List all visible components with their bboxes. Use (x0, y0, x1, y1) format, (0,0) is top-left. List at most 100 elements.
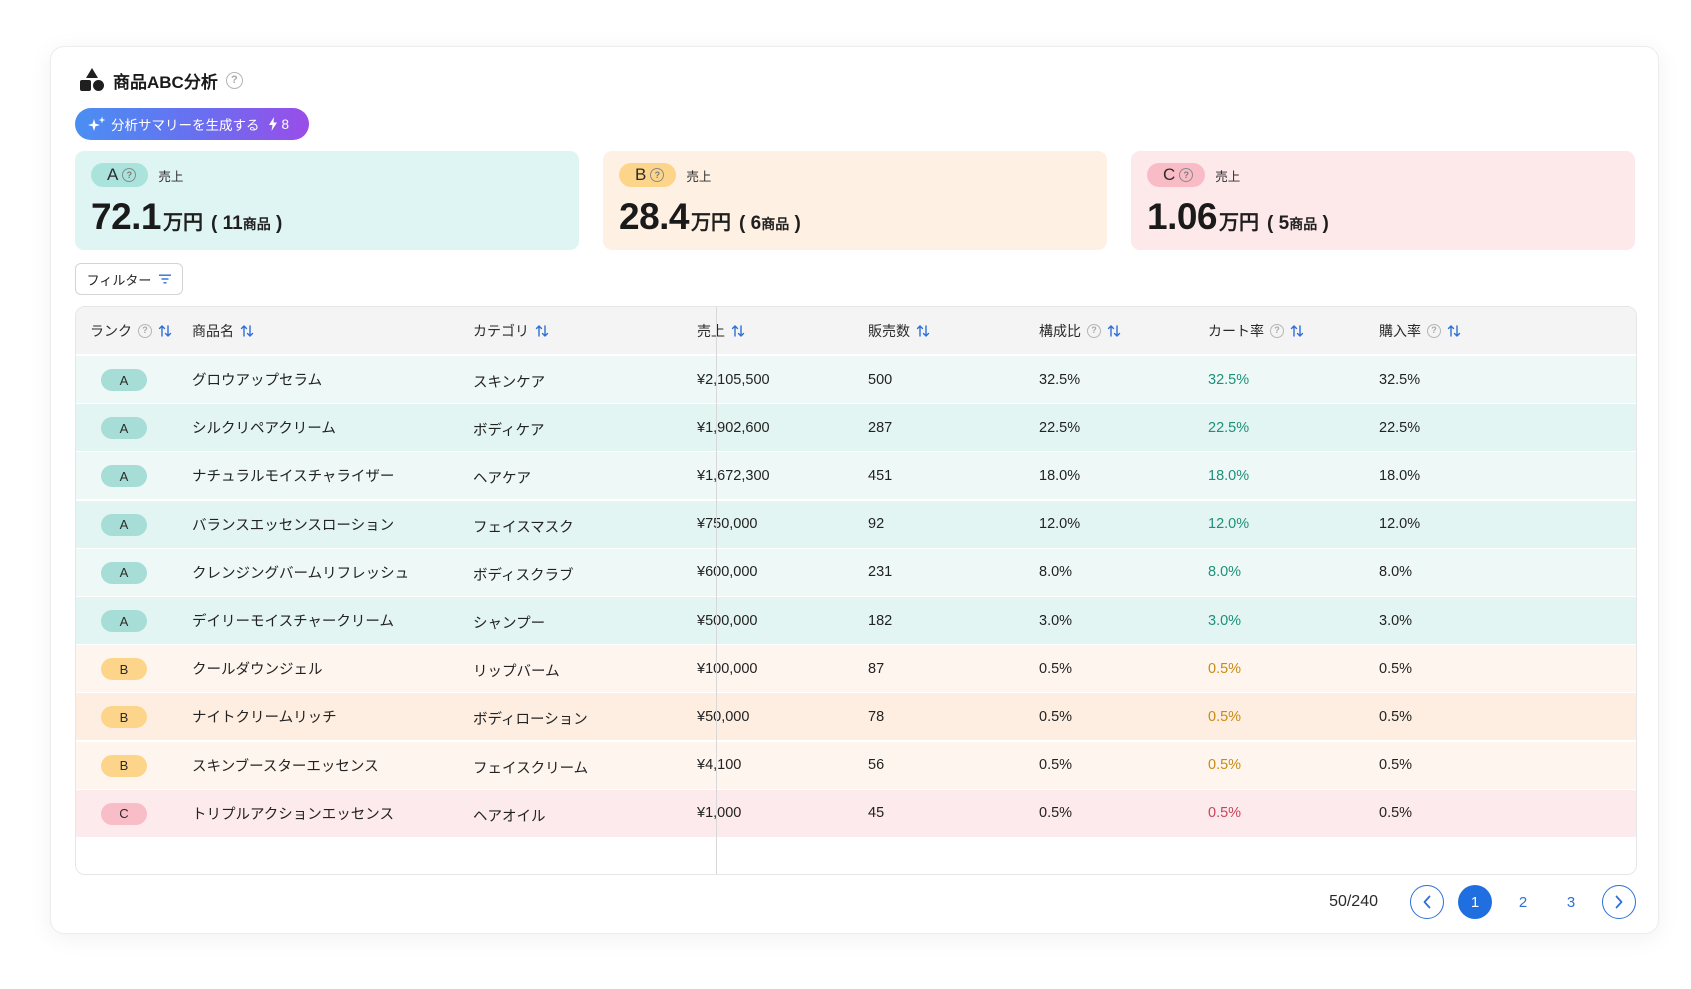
cell-share: 18.0% (1039, 467, 1081, 484)
cell-share: 0.5% (1039, 660, 1073, 677)
chevron-right-icon (1615, 895, 1623, 909)
help-icon[interactable]: ? (650, 168, 665, 182)
cell-share: 32.5% (1039, 371, 1081, 388)
filter-icon (159, 274, 172, 284)
sort-icon[interactable] (1290, 324, 1304, 338)
table-row[interactable]: C トリプルアクションエッセンス ヘアオイル ¥1,000 45 0.5% 0.5% 0.5% (76, 789, 1636, 837)
column-label: カート率 (1208, 322, 1264, 339)
table-row[interactable]: A シルクリペアクリーム ボディケア ¥1,902,600 287 22.5% 22.5% 2… (76, 404, 1636, 452)
column-label: カテゴリ (473, 322, 529, 339)
summary-label: 売上 (1215, 169, 1241, 184)
sort-icon[interactable] (240, 324, 254, 338)
rank-badge: A (101, 610, 147, 632)
table-row[interactable]: B ナイトクリームリッチ ボディローション ¥50,000 78 0.5% 0.5% 0.5% (76, 693, 1636, 741)
help-icon[interactable]: ? (1270, 323, 1284, 338)
cell-share: 0.5% (1039, 757, 1073, 774)
cell-share: 0.5% (1039, 708, 1073, 725)
cell-quantity: 87 (868, 660, 885, 677)
column-header-sales: 売上 (697, 307, 745, 354)
summary-label: 売上 (686, 169, 712, 184)
sort-icon[interactable] (158, 324, 172, 338)
sort-icon[interactable] (916, 324, 930, 338)
cell-product-name[interactable]: クレンジングバームリフレッシュ (192, 565, 410, 582)
table-row[interactable]: A クレンジングバームリフレッシュ ボディスクラブ ¥600,000 231 8.0% 8.… (76, 548, 1636, 596)
page-3[interactable]: 3 (1566, 893, 1576, 911)
cell-product-name[interactable]: ナチュラルモイスチャライザー (192, 469, 395, 486)
cell-share: 12.0% (1039, 516, 1081, 533)
cell-product-name[interactable]: シルクリペアクリーム (192, 421, 336, 438)
sort-icon[interactable] (731, 324, 745, 338)
sort-icon[interactable] (1447, 324, 1461, 338)
rank-b-pill: B ? (619, 163, 677, 187)
help-icon[interactable]: ? (138, 323, 152, 338)
table-row[interactable]: A ナチュラルモイスチャライザー ヘアケア ¥1,672,300 451 18.0% 18.… (76, 452, 1636, 500)
sort-icon[interactable] (1107, 324, 1121, 338)
cell-sales: ¥500,000 (697, 612, 758, 629)
next-page-button[interactable] (1602, 885, 1636, 919)
cell-product-name[interactable]: クールダウンジェル (192, 662, 323, 679)
cell-category: ボディケア (473, 423, 545, 440)
card-header: 商品ABC分析 ? (79, 67, 243, 93)
help-icon[interactable]: ? (122, 168, 137, 182)
page-1[interactable]: 1 (1458, 885, 1492, 919)
cell-quantity: 45 (868, 805, 885, 822)
filter-button[interactable]: フィルター (75, 263, 183, 295)
summary-unit: 万円 (691, 212, 732, 234)
cell-quantity: 231 (868, 564, 893, 581)
column-divider (716, 307, 717, 874)
cell-product-name[interactable]: バランスエッセンスローション (192, 517, 395, 534)
cell-quantity: 451 (868, 467, 893, 484)
cell-product-name[interactable]: デイリーモイスチャークリーム (192, 614, 394, 630)
filter-label: フィルター (86, 272, 152, 288)
page-2[interactable]: 2 (1518, 893, 1528, 911)
rank-badge: A (101, 417, 147, 440)
rank-badge: A (101, 561, 147, 584)
credits-count: 8 (281, 116, 290, 132)
sort-icon[interactable] (535, 324, 549, 338)
cell-cart-rate: 8.0% (1208, 564, 1242, 581)
cell-product-name[interactable]: スキンブースターエッセンス (192, 758, 379, 775)
cell-product-name[interactable]: トリプルアクションエッセンス (192, 806, 394, 823)
column-label: 構成比 (1039, 322, 1081, 339)
summary-label: 売上 (158, 169, 184, 184)
table-row[interactable]: A デイリーモイスチャークリーム シャンプー ¥500,000 182 3.0% 3.0% 3… (76, 597, 1636, 644)
cell-purchase-rate: 22.5% (1379, 419, 1421, 436)
cell-product-name[interactable]: ナイトクリームリッチ (192, 710, 337, 727)
table-row[interactable]: A グロウアップセラム スキンケア ¥2,105,500 500 32.5% 32.5% 32… (76, 356, 1636, 403)
cell-category: スキンケア (473, 375, 546, 391)
cell-cart-rate: 0.5% (1208, 660, 1242, 677)
cell-category: ボディスクラブ (473, 567, 574, 584)
cell-category: フェイスマスク (473, 519, 574, 536)
column-label: ランク (90, 322, 132, 339)
shapes-icon (80, 68, 104, 91)
cell-sales: ¥1,902,600 (697, 419, 770, 436)
rank-letter: B (635, 165, 647, 184)
cell-product-name[interactable]: グロウアップセラム (192, 373, 323, 389)
cell-share: 8.0% (1039, 564, 1073, 581)
help-icon[interactable]: ? (225, 71, 243, 89)
help-icon[interactable]: ? (1427, 323, 1441, 338)
cell-quantity: 92 (868, 516, 885, 533)
cell-cart-rate: 3.0% (1208, 612, 1242, 629)
cell-quantity: 500 (868, 371, 893, 388)
help-icon[interactable]: ? (1087, 323, 1101, 338)
prev-page-button[interactable] (1410, 885, 1444, 919)
generate-summary-button[interactable]: 分析サマリーを生成する 8 (75, 108, 310, 140)
cell-purchase-rate: 3.0% (1379, 612, 1413, 629)
table-row[interactable]: B クールダウンジェル リップバーム ¥100,000 87 0.5% 0.5% 0.5% (76, 645, 1636, 693)
help-icon[interactable]: ? (1179, 168, 1194, 182)
cell-quantity: 78 (868, 708, 885, 725)
cell-cart-rate: 12.0% (1208, 516, 1250, 533)
cell-category: フェイスクリーム (473, 760, 589, 777)
chevron-left-icon (1423, 895, 1431, 909)
column-header-product-name: 商品名 (192, 307, 254, 354)
column-label: 購入率 (1379, 322, 1421, 339)
cell-cart-rate: 18.0% (1208, 467, 1250, 484)
table-row[interactable]: A バランスエッセンスローション フェイスマスク ¥750,000 92 12.0% 12.… (76, 500, 1636, 548)
rank-badge: B (101, 658, 147, 681)
summary-card-b: B ? 売上 28.4 万円 ( 6商品 ) (603, 151, 1107, 250)
cell-quantity: 56 (868, 757, 885, 774)
table-row[interactable]: B スキンブースターエッセンス フェイスクリーム ¥4,100 56 0.5% 0.5% 0.… (76, 741, 1636, 789)
cell-cart-rate: 22.5% (1208, 419, 1250, 436)
rank-badge: B (101, 706, 147, 729)
